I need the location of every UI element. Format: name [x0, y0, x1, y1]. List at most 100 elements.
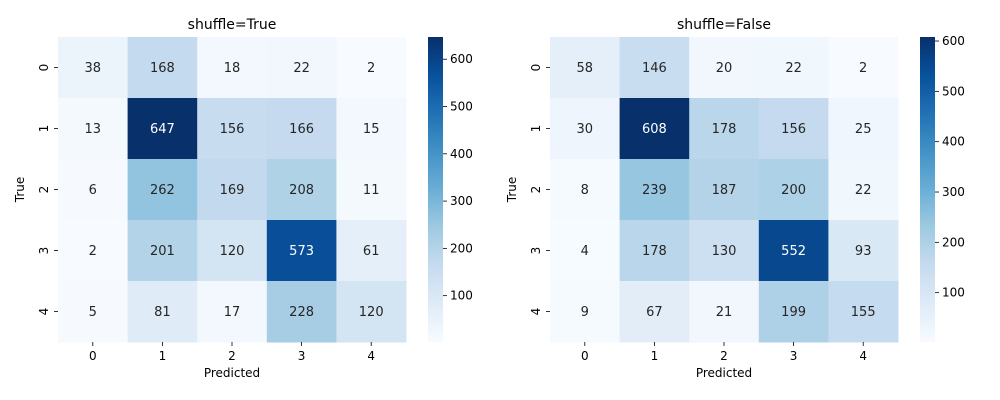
- heatmap-cell-4-3: [266, 281, 337, 343]
- colorbar-tick-label: 300: [450, 194, 473, 208]
- cell-label-1-1: 647: [150, 122, 175, 137]
- colorbar-tick-label: 200: [942, 235, 965, 249]
- heatmap-cell-0-2: [197, 37, 268, 99]
- heatmap-cell-0-3: [758, 37, 829, 99]
- heatmap-cell-0-4: [828, 37, 899, 99]
- colorbar-tick-label: 600: [450, 52, 473, 66]
- cell-label-2-1: 239: [642, 183, 667, 198]
- cell-label-2-1: 262: [150, 183, 175, 198]
- cell-label-1-3: 166: [289, 122, 314, 137]
- cell-label-4-4: 155: [851, 305, 876, 320]
- y-tick-label: 1: [529, 125, 543, 133]
- x-axis-label: Predicted: [204, 366, 260, 380]
- heatmap-cell-3-3: [758, 220, 829, 282]
- cell-label-1-0: 13: [85, 122, 102, 137]
- heatmap-cell-1-3: [266, 98, 337, 160]
- y-axis-label: True: [13, 177, 27, 204]
- cell-label-4-2: 21: [716, 305, 733, 320]
- x-tick-label: 1: [651, 349, 659, 363]
- cell-label-0-0: 38: [85, 61, 102, 76]
- heatmap-panel-1: 58 146 20 22 230 608 178 156 258 239 187 200 224 178 1…: [505, 17, 965, 380]
- x-tick-label: 2: [720, 349, 728, 363]
- colorbar-tick-label: 600: [942, 34, 965, 48]
- y-tick-label: 2: [37, 186, 51, 194]
- cell-label-1-3: 156: [781, 122, 806, 137]
- heatmap-cell-1-4: [828, 98, 899, 160]
- heatmap-cell-1-2: [197, 98, 268, 160]
- heatmap-cell-3-3: [266, 220, 337, 282]
- cell-label-0-2: 20: [716, 61, 733, 76]
- cell-label-4-1: 81: [154, 305, 171, 320]
- cell-label-1-4: 25: [855, 122, 872, 137]
- heatmap-cell-0-0: [58, 37, 129, 99]
- cell-label-1-1: 608: [642, 122, 667, 137]
- heatmap-cell-4-0: [58, 281, 129, 343]
- cell-label-4-3: 199: [781, 305, 806, 320]
- heatmap-cell-3-1: [127, 220, 198, 282]
- x-axis-label: Predicted: [696, 366, 752, 380]
- cell-label-4-0: 5: [89, 305, 97, 320]
- heatmap-cell-2-2: [197, 159, 268, 221]
- heatmap-cell-0-4: [336, 37, 407, 99]
- cell-label-1-2: 178: [712, 122, 737, 137]
- cell-label-3-0: 4: [581, 244, 589, 259]
- chart-title: shuffle=False: [677, 17, 771, 33]
- heatmap-cell-3-4: [828, 220, 899, 282]
- heatmap-cell-2-0: [550, 159, 621, 221]
- colorbar-tick-label: 400: [450, 147, 473, 161]
- cell-label-0-3: 22: [293, 61, 310, 76]
- cell-label-3-3: 552: [781, 244, 806, 259]
- cell-label-0-0: 58: [577, 61, 594, 76]
- x-tick-label: 0: [581, 349, 589, 363]
- cell-label-0-2: 18: [224, 61, 241, 76]
- heatmap-cell-1-1: [619, 98, 690, 160]
- heatmap-cell-2-4: [828, 159, 899, 221]
- y-tick-label: 0: [37, 64, 51, 72]
- cell-label-3-2: 120: [220, 244, 245, 259]
- y-tick-label: 4: [37, 308, 51, 316]
- heatmap-cell-1-1: [127, 98, 198, 160]
- cell-label-2-3: 200: [781, 183, 806, 198]
- heatmap-cell-2-1: [619, 159, 690, 221]
- y-axis-label: True: [505, 177, 519, 204]
- heatmap-cell-4-0: [550, 281, 621, 343]
- x-tick-label: 4: [859, 349, 867, 363]
- cell-label-0-3: 22: [785, 61, 802, 76]
- colorbar: [920, 37, 935, 342]
- cell-label-2-4: 11: [363, 183, 380, 198]
- cell-label-4-3: 228: [289, 305, 314, 320]
- cell-label-4-1: 67: [646, 305, 663, 320]
- colorbar-tick-label: 200: [450, 241, 473, 255]
- y-tick-label: 0: [529, 64, 543, 72]
- heatmap-cell-3-0: [550, 220, 621, 282]
- heatmap-cell-4-1: [619, 281, 690, 343]
- colorbar: [428, 37, 443, 342]
- cell-label-3-1: 178: [642, 244, 667, 259]
- y-tick-label: 4: [529, 308, 543, 316]
- cell-label-3-2: 130: [712, 244, 737, 259]
- heatmap-cell-1-0: [550, 98, 621, 160]
- x-tick-label: 2: [228, 349, 236, 363]
- cell-label-2-4: 22: [855, 183, 872, 198]
- heatmap-cell-1-3: [758, 98, 829, 160]
- heatmap-cell-2-3: [758, 159, 829, 221]
- chart-title: shuffle=True: [188, 17, 277, 33]
- cell-label-2-2: 169: [220, 183, 245, 198]
- heatmap-cell-1-4: [336, 98, 407, 160]
- y-tick-label: 1: [37, 125, 51, 133]
- cell-label-2-2: 187: [712, 183, 737, 198]
- colorbar-tick-label: 500: [450, 100, 473, 114]
- heatmap-cell-3-2: [197, 220, 268, 282]
- cell-label-3-4: 61: [363, 244, 380, 259]
- cell-label-3-4: 93: [855, 244, 872, 259]
- colorbar-tick-label: 400: [942, 135, 965, 149]
- cell-label-4-2: 17: [224, 305, 241, 320]
- x-tick-label: 3: [298, 349, 306, 363]
- cell-label-2-3: 208: [289, 183, 314, 198]
- y-tick-label: 3: [37, 247, 51, 255]
- heatmap-cell-0-0: [550, 37, 621, 99]
- heatmap-cell-0-1: [127, 37, 198, 99]
- colorbar-tick-label: 100: [450, 289, 473, 303]
- heatmap-cell-2-3: [266, 159, 337, 221]
- cell-label-2-0: 8: [581, 183, 589, 198]
